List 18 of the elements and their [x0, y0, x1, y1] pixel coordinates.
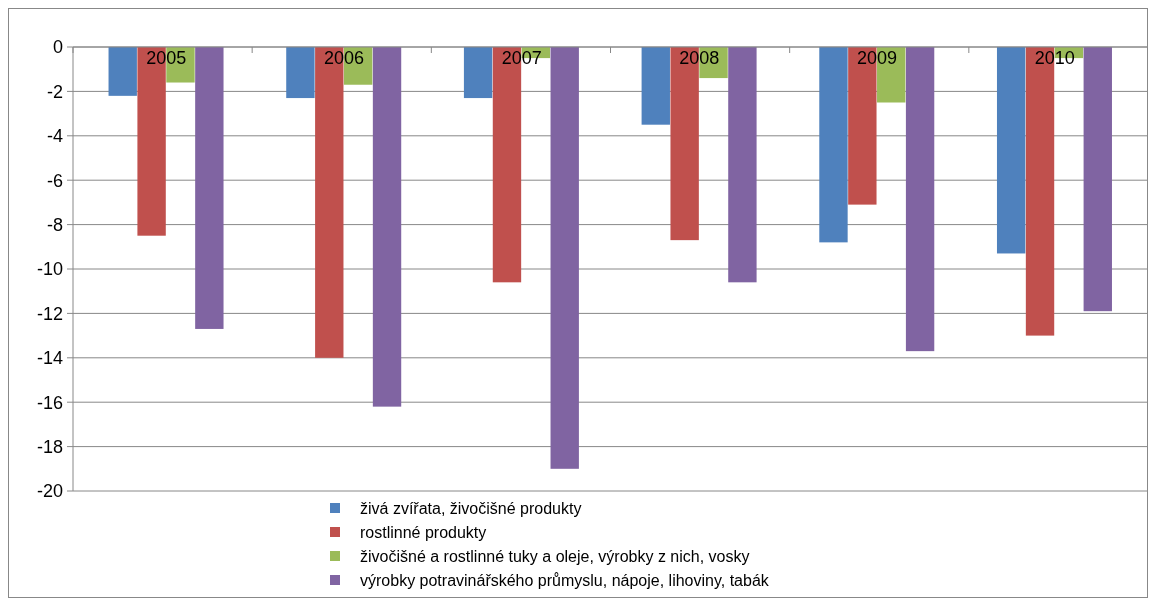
y-tick-label: -2 — [46, 81, 63, 102]
legend-label: živá zvířata, živočišné produkty — [360, 499, 582, 517]
y-tick-label: -18 — [36, 436, 63, 457]
x-tick-label: 2010 — [1034, 48, 1075, 68]
y-tick-label: 0 — [52, 37, 63, 58]
y-tick-label: -20 — [36, 481, 63, 502]
x-tick-label: 2007 — [501, 48, 542, 68]
y-tick-label: -8 — [46, 214, 63, 235]
y-tick-label: -16 — [36, 392, 63, 413]
legend-label: výrobky potravinářského průmyslu, nápoje, lihoviny, tabák — [360, 571, 770, 589]
y-tick-label: -6 — [46, 170, 63, 191]
legend-label: rostlinné produkty — [360, 523, 487, 541]
y-tick-label: -12 — [36, 303, 63, 324]
legend-label: živočišné a rostlinné tuky a oleje, výrobky z nich, vosky — [360, 547, 750, 565]
y-tick-label: -4 — [46, 126, 63, 147]
y-tick-label: -14 — [36, 348, 63, 369]
x-tick-label: 2009 — [857, 48, 898, 68]
y-tick-label: -10 — [36, 259, 63, 280]
